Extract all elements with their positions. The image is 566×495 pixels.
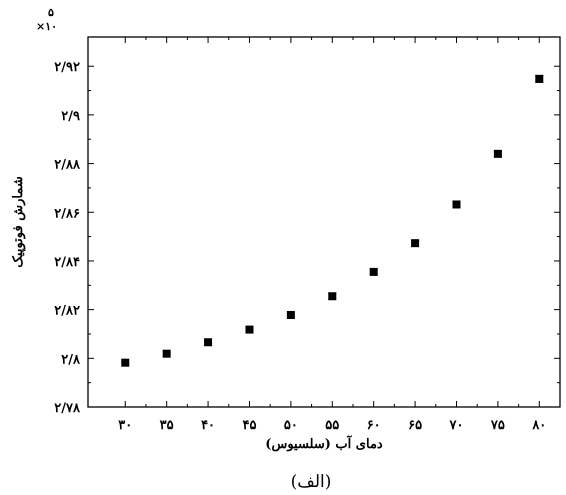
x-tick-label: ۳۵ bbox=[160, 418, 174, 433]
x-tick-label: ۳۰ bbox=[118, 418, 132, 433]
y-tick-label: ۲/۸۴ bbox=[54, 255, 80, 270]
data-point bbox=[328, 292, 337, 301]
y-scale-prefix: ×۱۰ bbox=[36, 20, 57, 33]
data-point bbox=[162, 349, 171, 358]
x-tick-label: ۵۰ bbox=[284, 418, 298, 433]
x-tick-label: ۷۰ bbox=[449, 418, 464, 433]
y-tick-label: ۲/۸۶ bbox=[54, 206, 80, 221]
x-tick-label: ۴۵ bbox=[242, 418, 256, 433]
x-tick-label: ۸۰ bbox=[531, 418, 546, 433]
data-point bbox=[493, 149, 502, 158]
data-point bbox=[411, 239, 420, 248]
x-axis-title: دمای آب (سلسیوس) bbox=[265, 435, 383, 452]
data-point bbox=[121, 358, 130, 367]
data-point bbox=[204, 338, 213, 347]
x-tick-label: ۷۵ bbox=[490, 418, 505, 433]
figure-caption: (الف) bbox=[291, 472, 332, 492]
y-axis-title: شمارش فوتوپیک bbox=[11, 176, 26, 268]
x-tick-label: ۴۰ bbox=[201, 418, 215, 433]
x-tick-label: ۶۰ bbox=[367, 418, 381, 433]
x-tick-label: ۵۵ bbox=[325, 418, 339, 433]
data-point bbox=[369, 267, 378, 276]
y-tick-label: ۲/۹۲ bbox=[54, 60, 80, 75]
data-series bbox=[121, 74, 544, 367]
y-tick-label: ۲/۸ bbox=[61, 352, 81, 367]
x-tick-label: ۶۵ bbox=[408, 418, 422, 433]
y-tick-label: ۲/۷۸ bbox=[54, 401, 81, 416]
y-axis: ۲/۷۸ ۲/۸ ۲/۸۲ ۲/۸۴ ۲/۸۶ ۲/۸۸ ۲/۹ ۲/۹۲ bbox=[54, 60, 560, 416]
data-point bbox=[535, 74, 544, 83]
data-point bbox=[245, 325, 254, 334]
y-tick-label: ۲/۸۸ bbox=[54, 158, 81, 173]
plot-frame bbox=[87, 36, 561, 408]
data-point bbox=[286, 310, 295, 319]
y-tick-label: ۲/۸۲ bbox=[54, 304, 80, 319]
y-tick-label: ۲/۹ bbox=[61, 109, 80, 124]
x-axis: ۳۰ ۳۵ ۴۰ ۴۵ ۵۰ ۵۵ ۶۰ ۶۵ ۷۰ ۷۵ ۸۰ bbox=[118, 37, 546, 433]
data-point bbox=[452, 200, 461, 209]
y-scale-exponent: ۵ bbox=[48, 6, 54, 19]
